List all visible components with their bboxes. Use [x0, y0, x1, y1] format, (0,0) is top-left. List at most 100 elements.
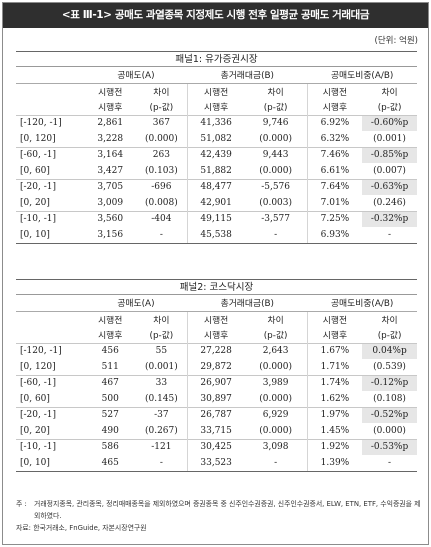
ratio-after: 1.71% — [306, 359, 363, 375]
corner-cell — [16, 311, 85, 327]
ratio-after: 1.62% — [306, 391, 363, 407]
short-diff: -121 — [135, 438, 188, 455]
short-before: 527 — [84, 406, 136, 423]
corner-cell — [16, 327, 85, 343]
short-diff: 33 — [135, 374, 188, 391]
ratio-after: 6.32% — [306, 131, 363, 147]
total-after: 45,538 — [186, 227, 245, 243]
table-row: [0, 60] 500 (0.145) 30,897 (0.000) 1.62% (0.10… — [16, 391, 417, 407]
ratio-pvalue: (0.007) — [373, 165, 406, 176]
total-pvalue: (0.000) — [259, 393, 293, 404]
ratio-after: 6.61% — [306, 163, 363, 179]
total-before: 49,115 — [186, 210, 245, 227]
header-after: 시행후 — [98, 103, 123, 114]
header-pval: (p-값) — [263, 331, 288, 342]
ratio-pvalue: (0.000) — [373, 425, 406, 436]
corner-cell — [16, 99, 85, 115]
ratio-diff: -0.85%p — [362, 146, 417, 163]
table-row: [0, 10] 465 - 33,523 - 1.39% - — [16, 455, 417, 471]
ratio-after: 1.39% — [306, 455, 363, 471]
header-diff: 차이 — [381, 315, 398, 326]
ratio-pvalue: (0.108) — [373, 393, 406, 404]
table-row: [-10, -1] 586 -121 30,425 3,098 1.92% -0.53%p — [16, 438, 417, 455]
total-pvalue: - — [274, 458, 278, 468]
table-row: [0, 60] 3,427 (0.103) 51,882 (0.000) 6.61% (0.… — [16, 163, 417, 179]
total-diff: -3,577 — [244, 210, 308, 227]
header-short-ratio: 공매도비중(A/B) — [307, 67, 417, 84]
data-table: 공매도(A) 총거래대금(B) 공매도비중(A/B) 시행전 차이 시행전 차이 시행전 차이 시… — [16, 295, 417, 471]
note-label: 주 : — [16, 500, 27, 508]
table-row: [-120, -1] 456 55 27,228 2,643 1.67% 0.04%p — [16, 342, 417, 359]
table-row: [-120, -1] 2,861 367 41,336 9,746 6.92% -0.60%… — [16, 114, 417, 131]
ratio-pvalue: (0.246) — [373, 197, 406, 208]
window-pre: [-120, -1] — [16, 342, 85, 359]
window-post: [0, 60] — [20, 393, 50, 404]
total-pvalue: (0.000) — [259, 165, 293, 176]
table-row: [-20, -1] 3,705 -696 48,477 -5,576 7.64% -0.63… — [16, 178, 417, 195]
header-after: 시행후 — [98, 331, 123, 342]
window-pre: [-20, -1] — [16, 178, 85, 195]
header-pval: (p-값) — [377, 331, 402, 342]
ratio-diff: -0.60%p — [362, 114, 417, 131]
header-before: 시행전 — [306, 311, 363, 327]
short-before: 2,861 — [84, 114, 136, 131]
window-post: [0, 20] — [20, 197, 50, 208]
short-after: 490 — [101, 425, 119, 436]
total-after: 33,523 — [186, 455, 245, 471]
header-short-sales: 공매도(A) — [84, 67, 188, 84]
header-after: 시행후 — [306, 99, 363, 115]
short-pvalue: (0.103) — [144, 165, 178, 176]
window-pre: [-60, -1] — [16, 374, 85, 391]
total-after: 29,872 — [186, 359, 245, 375]
total-before: 30,425 — [186, 438, 245, 455]
short-after: 3,427 — [97, 165, 124, 176]
ratio-pvalue: (0.539) — [373, 361, 406, 372]
header-before: 시행전 — [98, 315, 123, 326]
total-diff: 3,098 — [244, 438, 308, 455]
header-diff: 차이 — [153, 87, 170, 98]
table-row: [0, 10] 3,156 - 45,538 - 6.93% - — [16, 227, 417, 243]
ratio-after: 6.93% — [306, 227, 363, 243]
ratio-before: 7.25% — [306, 210, 363, 227]
note-text: 거래정지종목, 관리종목, 정리매매종목을 제외하였으며 증권종목 중 신주인수… — [34, 500, 421, 520]
header-diff: 차이 — [153, 315, 170, 326]
ratio-pvalue: - — [388, 458, 392, 468]
ratio-diff: -0.53%p — [362, 438, 417, 455]
table-row: [-20, -1] 527 -37 26,787 6,929 1.97% -0.52%p — [16, 406, 417, 423]
table-title: <표 Ⅲ-1> 공매도 과열종목 지정제도 시행 전후 일평균 공매도 거래대금 — [3, 3, 428, 28]
short-diff: -696 — [135, 178, 188, 195]
total-before: 42,439 — [186, 146, 245, 163]
short-after: 465 — [101, 458, 119, 468]
header-pval: (p-값) — [377, 103, 402, 114]
ratio-before: 7.46% — [306, 146, 363, 163]
header-before: 시행전 — [306, 83, 363, 99]
table-row: [-10, -1] 3,560 -404 49,115 -3,577 7.25% -0.32… — [16, 210, 417, 227]
ratio-diff: -0.63%p — [362, 178, 417, 195]
total-diff: 9,443 — [244, 146, 308, 163]
ratio-before: 1.67% — [306, 342, 363, 359]
short-pvalue: (0.001) — [144, 361, 178, 372]
window-post: [0, 120] — [20, 361, 56, 372]
total-diff: 3,989 — [244, 374, 308, 391]
ratio-before: 1.74% — [306, 374, 363, 391]
ratio-pvalue: (0.001) — [373, 133, 406, 144]
corner-cell — [16, 67, 85, 84]
total-diff: 6,929 — [244, 406, 308, 423]
header-after: 시행후 — [186, 327, 245, 343]
window-pre: [-10, -1] — [16, 438, 85, 455]
total-pvalue: (0.003) — [259, 197, 293, 208]
total-before: 48,477 — [186, 178, 245, 195]
short-pvalue: (0.267) — [144, 425, 178, 436]
ratio-after: 1.45% — [306, 423, 363, 439]
header-pval: (p-값) — [263, 103, 288, 114]
total-after: 42,901 — [186, 195, 245, 211]
short-pvalue: - — [159, 230, 163, 240]
short-before: 3,560 — [84, 210, 136, 227]
window-pre: [-60, -1] — [16, 146, 85, 163]
total-after: 33,715 — [186, 423, 245, 439]
table-row: [0, 120] 3,228 (0.000) 51,082 (0.000) 6.32% (0… — [16, 131, 417, 147]
short-pvalue: (0.145) — [144, 393, 178, 404]
panel-2: 패널2: 코스닥시장 공매도(A) 총거래대금(B) 공매도비중(A/B) 시행전 차이 시… — [16, 279, 417, 472]
ratio-before: 6.92% — [306, 114, 363, 131]
ratio-diff: -0.32%p — [362, 210, 417, 227]
